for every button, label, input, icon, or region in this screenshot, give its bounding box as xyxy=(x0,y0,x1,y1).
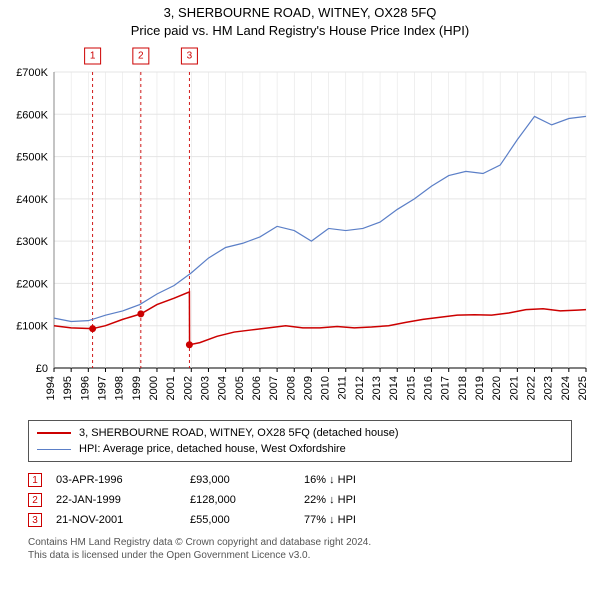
svg-text:1999: 1999 xyxy=(131,376,143,400)
chart-area: £0 £100K £200K £300K £400K £500K £600K £700K 199… xyxy=(8,44,592,414)
svg-text:2000: 2000 xyxy=(148,376,160,400)
svg-text:£500K: £500K xyxy=(16,152,48,164)
svg-text:2001: 2001 xyxy=(165,376,177,400)
event-diff: 77% ↓ HPI xyxy=(304,514,424,526)
svg-text:2010: 2010 xyxy=(320,376,332,400)
event-price: £128,000 xyxy=(190,494,290,506)
svg-text:2025: 2025 xyxy=(577,376,589,400)
legend-row: 3, SHERBOURNE ROAD, WITNEY, OX28 5FQ (de… xyxy=(37,425,563,441)
svg-text:2023: 2023 xyxy=(543,376,555,400)
event-price: £55,000 xyxy=(190,514,290,526)
legend-label-hpi: HPI: Average price, detached house, West… xyxy=(79,443,346,455)
svg-text:£600K: £600K xyxy=(16,110,48,122)
event-date: 03-APR-1996 xyxy=(56,474,176,486)
svg-text:1996: 1996 xyxy=(79,376,91,400)
svg-text:2021: 2021 xyxy=(508,376,520,400)
title-line-2: Price paid vs. HM Land Registry's House … xyxy=(0,22,600,40)
legend-row: HPI: Average price, detached house, West… xyxy=(37,441,563,457)
svg-text:£0: £0 xyxy=(36,363,48,375)
footer-attribution: Contains HM Land Registry data © Crown c… xyxy=(28,536,572,568)
event-marker-3: 3 xyxy=(28,513,42,527)
svg-text:2024: 2024 xyxy=(560,376,572,400)
svg-text:£300K: £300K xyxy=(16,237,48,249)
svg-text:2017: 2017 xyxy=(440,376,452,400)
svg-text:2: 2 xyxy=(138,51,144,62)
svg-text:2019: 2019 xyxy=(474,376,486,400)
svg-text:2016: 2016 xyxy=(423,376,435,400)
svg-text:2018: 2018 xyxy=(457,376,469,400)
event-diff: 22% ↓ HPI xyxy=(304,494,424,506)
event-diff: 16% ↓ HPI xyxy=(304,474,424,486)
svg-text:2008: 2008 xyxy=(285,376,297,400)
events-table: 1 03-APR-1996 £93,000 16% ↓ HPI 2 22-JAN… xyxy=(28,470,572,530)
svg-text:2015: 2015 xyxy=(405,376,417,400)
chart-title-block: 3, SHERBOURNE ROAD, WITNEY, OX28 5FQ Pri… xyxy=(0,0,600,40)
svg-text:2002: 2002 xyxy=(182,376,194,400)
svg-text:2011: 2011 xyxy=(337,376,349,400)
legend-label-property: 3, SHERBOURNE ROAD, WITNEY, OX28 5FQ (de… xyxy=(79,427,399,439)
event-row: 1 03-APR-1996 £93,000 16% ↓ HPI xyxy=(28,470,572,490)
svg-text:2006: 2006 xyxy=(251,376,263,400)
svg-text:2012: 2012 xyxy=(354,376,366,400)
svg-text:2014: 2014 xyxy=(388,376,400,400)
event-date: 22-JAN-1999 xyxy=(56,494,176,506)
event-marker-2: 2 xyxy=(28,493,42,507)
svg-text:£700K: £700K xyxy=(16,67,48,79)
svg-text:3: 3 xyxy=(187,51,193,62)
event-row: 2 22-JAN-1999 £128,000 22% ↓ HPI xyxy=(28,490,572,510)
event-marker-1: 1 xyxy=(28,473,42,487)
svg-text:1994: 1994 xyxy=(45,376,57,400)
svg-text:2020: 2020 xyxy=(491,376,503,400)
svg-text:£100K: £100K xyxy=(16,321,48,333)
svg-text:1998: 1998 xyxy=(114,376,126,400)
legend-swatch-hpi xyxy=(37,449,71,450)
svg-text:1: 1 xyxy=(90,51,96,62)
svg-text:2013: 2013 xyxy=(371,376,383,400)
svg-text:2003: 2003 xyxy=(199,376,211,400)
svg-text:1995: 1995 xyxy=(62,376,74,400)
event-price: £93,000 xyxy=(190,474,290,486)
footer-line-2: This data is licensed under the Open Gov… xyxy=(28,549,572,562)
legend-swatch-property xyxy=(37,432,71,434)
svg-text:2005: 2005 xyxy=(234,376,246,400)
svg-text:1997: 1997 xyxy=(96,376,108,400)
footer-line-1: Contains HM Land Registry data © Crown c… xyxy=(28,536,572,549)
svg-text:£400K: £400K xyxy=(16,194,48,206)
svg-text:2004: 2004 xyxy=(217,376,229,400)
price-hpi-chart: £0 £100K £200K £300K £400K £500K £600K £700K 199… xyxy=(8,44,592,414)
event-row: 3 21-NOV-2001 £55,000 77% ↓ HPI xyxy=(28,510,572,530)
svg-text:2007: 2007 xyxy=(268,376,280,400)
svg-text:2022: 2022 xyxy=(526,376,538,400)
svg-text:2009: 2009 xyxy=(302,376,314,400)
event-date: 21-NOV-2001 xyxy=(56,514,176,526)
legend: 3, SHERBOURNE ROAD, WITNEY, OX28 5FQ (de… xyxy=(28,420,572,462)
title-line-1: 3, SHERBOURNE ROAD, WITNEY, OX28 5FQ xyxy=(0,4,600,22)
svg-text:£200K: £200K xyxy=(16,279,48,291)
